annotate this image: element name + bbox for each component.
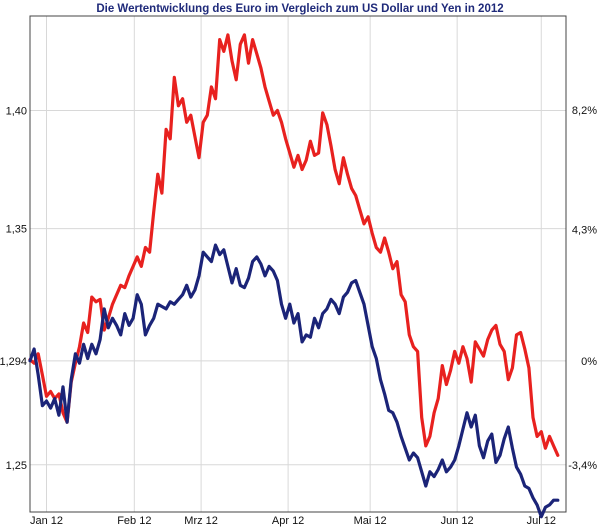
y-left-tick-label: 1,294 [0, 356, 27, 368]
x-tick-label: Jan 12 [30, 515, 63, 527]
plot-frame [29, 15, 567, 513]
x-tick-label: Jun 12 [441, 515, 474, 527]
y-axis-right-ticks: -3,4% 0% 4,3% 8,2% [568, 105, 597, 472]
y-axis-left-ticks: 1,25 1,294 1,35 1,40 [0, 105, 27, 471]
x-tick-label: Mai 12 [354, 515, 387, 527]
series-line-eur-usd [28, 33, 560, 457]
x-tick-label: Mrz 12 [184, 515, 218, 527]
x-tick-label: Apr 12 [272, 515, 304, 527]
y-left-tick-label: 1,40 [6, 105, 27, 117]
x-axis-ticks: Jan 12 Feb 12 Mrz 12 Apr 12 Mai 12 Jun 12 Jul … [30, 515, 556, 527]
y-right-tick-label: -3,4% [568, 460, 597, 472]
y-right-tick-label: 4,3% [572, 224, 597, 236]
y-left-tick-label: 1,35 [6, 224, 27, 236]
series-line-eur-jpy [28, 243, 560, 519]
y-right-tick-label: 8,2% [572, 105, 597, 117]
x-tick-label: Feb 12 [117, 515, 151, 527]
chart-title: Die Wertentwicklung des Euro im Vergleic… [96, 3, 503, 15]
series-group [28, 33, 560, 519]
y-right-tick-label: 0% [581, 356, 597, 368]
y-left-tick-label: 1,25 [6, 460, 27, 472]
x-tick-label: Jul 12 [527, 515, 556, 527]
